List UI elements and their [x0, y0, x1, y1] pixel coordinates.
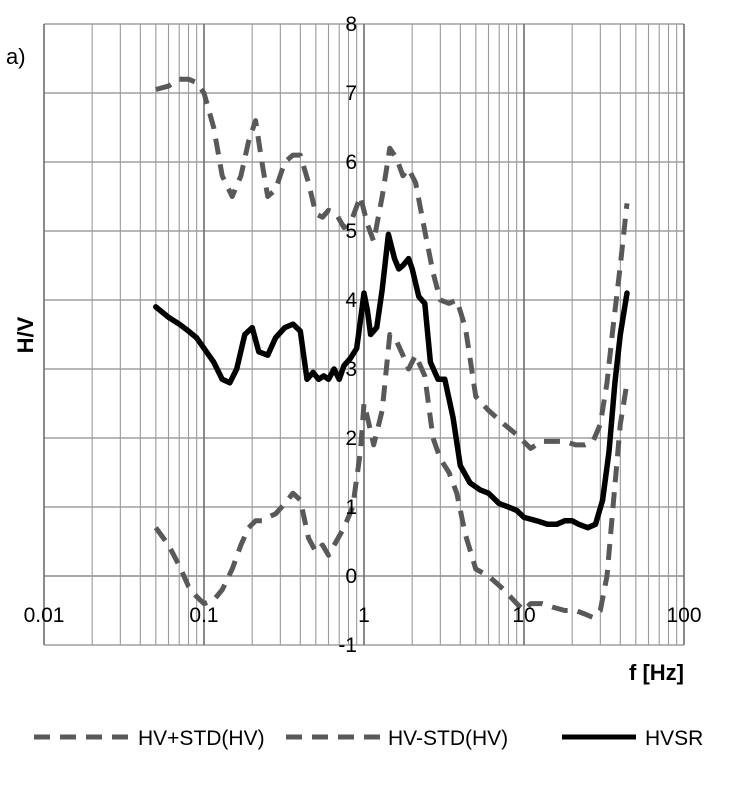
y-tick-label: 4	[345, 289, 357, 312]
series-hvsr	[153, 231, 630, 531]
legend-label-hv-minus-std: HV-STD(HV)	[388, 727, 508, 750]
y-tick-labels: -1 0 1 2 3 4 5 6 7 8	[338, 13, 357, 657]
x-tick-label: 0.1	[189, 604, 218, 627]
legend-label-hvsr: HVSR	[645, 727, 703, 750]
series-hv-std-hv	[155, 76, 630, 451]
panel-label: a)	[6, 44, 26, 69]
y-tick-label: 5	[345, 220, 357, 243]
y-tick-label: -1	[338, 634, 357, 657]
x-tick-label: 10	[512, 604, 535, 627]
y-tick-label: 7	[345, 82, 357, 105]
y-tick-label: 2	[345, 427, 357, 450]
series-layer	[153, 76, 630, 620]
x-tick-label: 100	[666, 604, 701, 627]
legend-item-hvsr: HVSR	[562, 727, 703, 750]
y-tick-label: 3	[345, 358, 357, 381]
x-tick-label: 1	[358, 604, 370, 627]
x-axis-label: f [Hz]	[629, 660, 684, 685]
series-hv-std-hv	[153, 332, 630, 620]
x-tick-labels: 0.01 0.1 1 10 100	[24, 604, 702, 627]
y-axis-label: H/V	[13, 316, 38, 353]
y-tick-label: 1	[345, 496, 357, 519]
legend-label-hv-plus-std: HV+STD(HV)	[138, 727, 265, 750]
x-tick-label: 0.01	[24, 604, 65, 627]
grid	[43, 23, 685, 646]
y-tick-label: 8	[345, 13, 357, 36]
y-tick-label: 6	[345, 151, 357, 174]
legend: HV+STD(HV) HV-STD(HV) HVSR	[34, 727, 703, 750]
legend-item-hv-minus-std: HV-STD(HV)	[286, 727, 508, 750]
y-tick-label: 0	[345, 565, 357, 588]
legend-item-hv-plus-std: HV+STD(HV)	[34, 727, 265, 750]
